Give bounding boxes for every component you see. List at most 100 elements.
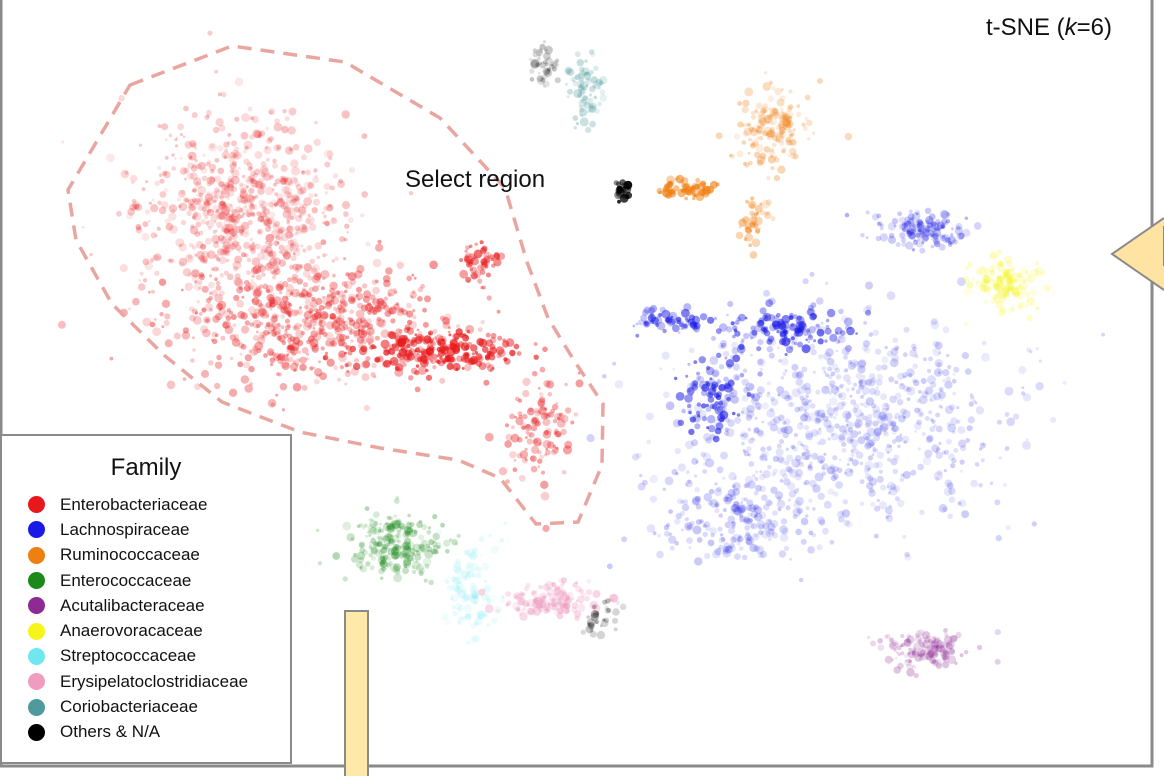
data-point bbox=[513, 458, 517, 462]
data-point bbox=[685, 440, 694, 450]
data-point bbox=[260, 172, 266, 178]
data-point bbox=[234, 77, 244, 87]
data-point bbox=[740, 501, 744, 504]
data-point bbox=[893, 666, 901, 674]
data-point bbox=[585, 78, 592, 86]
data-point bbox=[320, 239, 327, 246]
data-point bbox=[436, 528, 442, 534]
data-point bbox=[196, 299, 201, 304]
data-point bbox=[280, 314, 285, 319]
data-point bbox=[290, 176, 298, 184]
data-point bbox=[482, 346, 489, 353]
data-point bbox=[756, 320, 765, 328]
data-point bbox=[486, 623, 491, 627]
data-point bbox=[279, 285, 285, 290]
data-point bbox=[304, 218, 312, 225]
data-point bbox=[772, 142, 777, 147]
data-point bbox=[754, 204, 763, 213]
data-point bbox=[301, 347, 309, 354]
data-point bbox=[791, 388, 801, 398]
data-point bbox=[214, 157, 220, 163]
data-point bbox=[1031, 521, 1038, 527]
data-point bbox=[468, 253, 476, 261]
data-point bbox=[868, 477, 878, 486]
data-point bbox=[974, 462, 980, 467]
data-point bbox=[562, 603, 566, 607]
data-point bbox=[231, 160, 238, 167]
legend-entry: Lachnospiraceae bbox=[28, 517, 290, 542]
data-point bbox=[285, 146, 294, 155]
data-point bbox=[273, 144, 280, 152]
data-point bbox=[779, 479, 784, 483]
data-point bbox=[217, 167, 225, 175]
data-point bbox=[1003, 270, 1011, 278]
data-point bbox=[482, 285, 486, 290]
data-point bbox=[531, 590, 536, 595]
data-point bbox=[232, 260, 242, 270]
data-point bbox=[708, 488, 715, 495]
data-point bbox=[387, 307, 394, 315]
data-point bbox=[191, 269, 200, 278]
data-point bbox=[276, 144, 282, 150]
data-point bbox=[767, 421, 772, 427]
data-point bbox=[906, 397, 911, 401]
data-point bbox=[238, 285, 243, 290]
data-point bbox=[208, 291, 213, 296]
data-point bbox=[284, 206, 292, 214]
data-point bbox=[243, 284, 251, 292]
data-point bbox=[347, 316, 351, 321]
data-point bbox=[272, 223, 278, 228]
data-point bbox=[314, 120, 318, 125]
data-point bbox=[835, 374, 842, 380]
data-point bbox=[800, 538, 807, 545]
data-point bbox=[358, 347, 368, 356]
data-point bbox=[260, 248, 266, 254]
data-point bbox=[538, 61, 543, 65]
data-point bbox=[252, 172, 258, 178]
data-point bbox=[522, 413, 528, 420]
data-point bbox=[218, 203, 228, 213]
data-point bbox=[272, 158, 277, 164]
data-point bbox=[762, 470, 771, 479]
legend-label: Ruminococcaceae bbox=[60, 545, 200, 565]
data-point bbox=[332, 273, 336, 278]
data-point bbox=[280, 325, 285, 330]
data-point bbox=[120, 169, 130, 179]
data-point bbox=[372, 300, 375, 304]
data-point bbox=[815, 411, 820, 416]
data-point bbox=[772, 468, 778, 474]
data-point bbox=[1006, 417, 1015, 427]
data-point bbox=[235, 206, 243, 214]
data-point bbox=[258, 331, 267, 340]
data-point bbox=[213, 266, 219, 272]
data-point bbox=[495, 346, 505, 355]
data-point bbox=[779, 107, 784, 112]
data-point bbox=[412, 309, 416, 313]
data-point bbox=[800, 517, 809, 526]
data-point bbox=[396, 261, 405, 270]
data-point bbox=[782, 371, 787, 376]
data-point bbox=[759, 470, 763, 473]
data-point bbox=[272, 275, 277, 280]
data-point bbox=[312, 176, 320, 184]
data-point bbox=[707, 316, 715, 324]
data-point bbox=[388, 344, 396, 351]
data-point bbox=[159, 312, 164, 317]
data-point bbox=[709, 356, 719, 365]
data-point bbox=[785, 505, 791, 511]
data-point bbox=[599, 94, 608, 102]
data-point bbox=[312, 327, 316, 330]
data-point bbox=[144, 261, 153, 271]
data-point bbox=[357, 298, 361, 301]
data-point bbox=[209, 176, 216, 183]
data-point bbox=[730, 395, 739, 404]
data-point bbox=[742, 368, 748, 373]
data-point bbox=[332, 173, 339, 179]
data-point bbox=[321, 286, 325, 291]
data-point bbox=[762, 82, 772, 91]
data-point bbox=[733, 374, 740, 381]
data-point bbox=[362, 549, 368, 556]
data-point bbox=[570, 420, 575, 425]
data-point bbox=[426, 354, 432, 360]
data-point bbox=[161, 325, 165, 329]
